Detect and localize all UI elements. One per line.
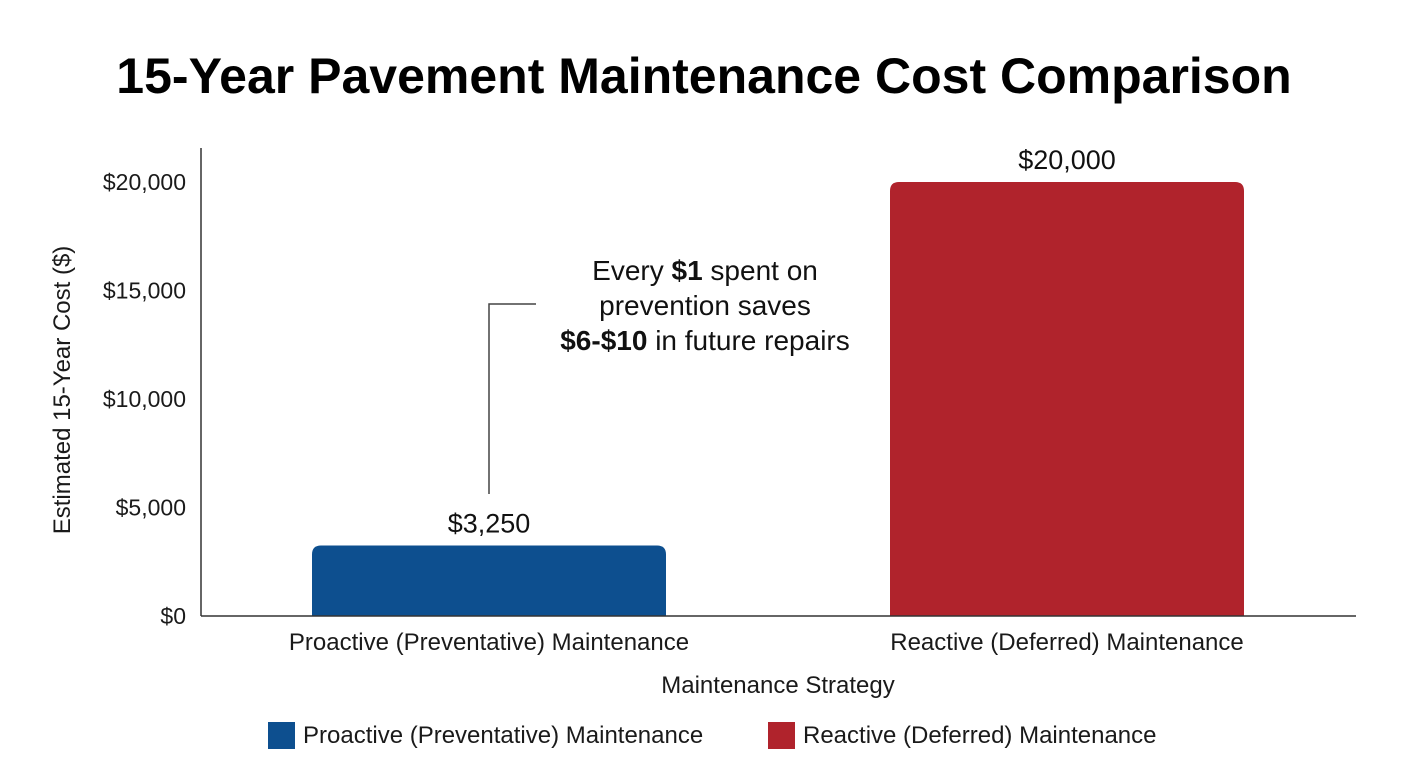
bar-data-label: $3,250	[448, 508, 531, 538]
y-tick-label: $10,000	[103, 386, 186, 412]
annotation-line-2: prevention saves	[599, 290, 811, 321]
annotation-callout: Every $1 spent on prevention saves $6-$1…	[560, 255, 850, 356]
y-tick-label: $5,000	[116, 495, 186, 521]
legend-label-reactive: Reactive (Deferred) Maintenance	[803, 722, 1157, 749]
annotation-line-1: Every $1 spent on	[592, 255, 818, 286]
bar-proactive	[312, 545, 666, 616]
y-axis-ticks: $0 $5,000 $10,000 $15,000 $20,000	[103, 169, 186, 629]
legend-swatch-proactive	[268, 722, 295, 749]
y-axis-title: Estimated 15-Year Cost ($)	[49, 246, 76, 535]
bar-reactive	[890, 182, 1244, 616]
x-category-label: Proactive (Preventative) Maintenance	[289, 629, 689, 656]
y-tick-label: $20,000	[103, 169, 186, 195]
annotation-connector-line	[488, 303, 536, 494]
x-category-label: Reactive (Deferred) Maintenance	[890, 629, 1244, 656]
legend-swatch-reactive	[768, 722, 795, 749]
x-axis-category-labels: Proactive (Preventative) Maintenance Reac…	[289, 629, 1244, 656]
legend: Proactive (Preventative) Maintenance Rea…	[268, 722, 1157, 749]
bar-data-label: $20,000	[1018, 145, 1116, 175]
y-tick-label: $15,000	[103, 278, 186, 304]
x-axis-title: Maintenance Strategy	[661, 672, 894, 699]
y-tick-label: $0	[160, 603, 186, 629]
chart-title: 15-Year Pavement Maintenance Cost Compar…	[116, 48, 1291, 104]
bars-group: $3,250 $20,000	[312, 145, 1244, 616]
legend-label-proactive: Proactive (Preventative) Maintenance	[303, 722, 703, 749]
annotation-line-3: $6-$10 in future repairs	[560, 325, 850, 356]
